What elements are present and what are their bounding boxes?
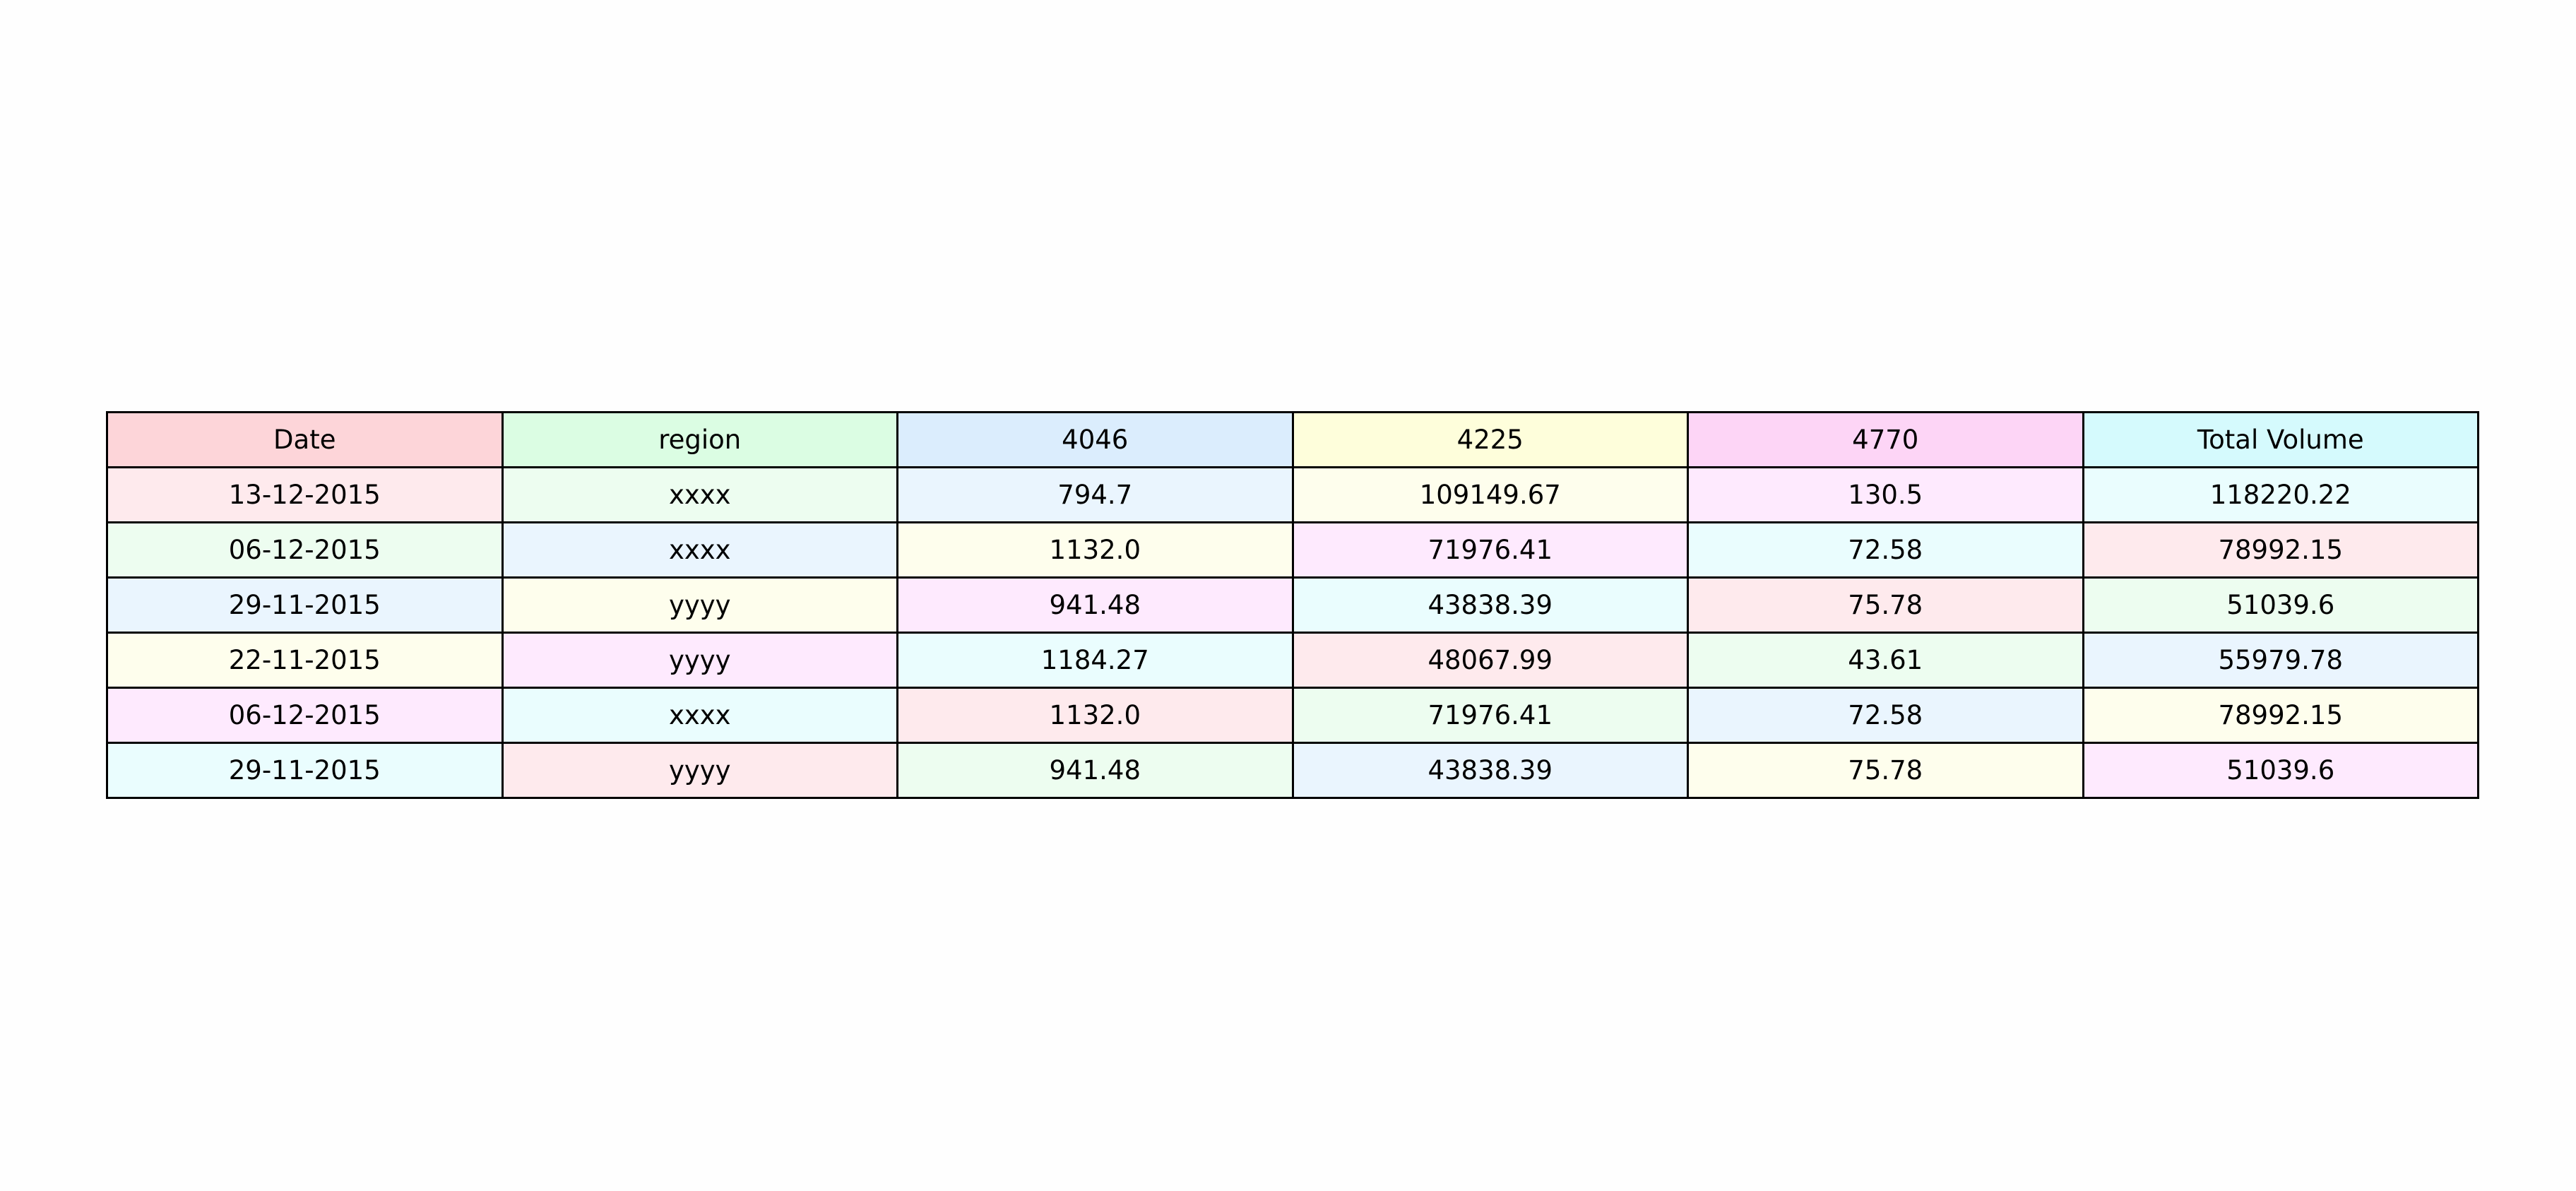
table-cell-total-volume: 51039.6 [2082,576,2479,634]
table-cell-4225: 48067.99 [1291,632,1689,689]
table-row: 29-11-2015 yyyy 941.48 43838.39 75.78 51039.6 [106,742,2479,799]
table-cell-region: yyyy [501,742,898,799]
table-cell-total-volume: 118220.22 [2082,466,2479,523]
table-cell-4225: 43838.39 [1291,576,1689,634]
table-cell-4046: 941.48 [896,576,1294,634]
table-cell-4770: 75.78 [1687,742,2084,799]
table-cell-date: 29-11-2015 [106,576,504,634]
table-cell-total-volume: 78992.15 [2082,521,2479,579]
table-body: 13-12-2015 xxxx 794.7 109149.67 130.5 118220.… [106,466,2479,799]
table-cell-4770: 43.61 [1687,632,2084,689]
table-cell-4225: 71976.41 [1291,521,1689,579]
table-row: 06-12-2015 xxxx 1132.0 71976.41 72.58 78992.1… [106,687,2479,744]
table-row: 29-11-2015 yyyy 941.48 43838.39 75.78 51039.6 [106,576,2479,634]
table-row: 13-12-2015 xxxx 794.7 109149.67 130.5 118220.… [106,466,2479,523]
table-cell-4225: 43838.39 [1291,742,1689,799]
table-cell-date: 29-11-2015 [106,742,504,799]
table-cell-4770: 72.58 [1687,687,2084,744]
table-cell-date: 13-12-2015 [106,466,504,523]
table-cell-total-volume: 78992.15 [2082,687,2479,744]
table-cell-4046: 794.7 [896,466,1294,523]
table-cell-4770: 130.5 [1687,466,2084,523]
table-cell-4770: 75.78 [1687,576,2084,634]
table-cell-region: xxxx [501,466,898,523]
table-cell-total-volume: 51039.6 [2082,742,2479,799]
table-row: 22-11-2015 yyyy 1184.27 48067.99 43.61 55979.… [106,632,2479,689]
table-cell-date: 06-12-2015 [106,687,504,744]
table-cell-region: xxxx [501,687,898,744]
table-cell-4046: 1184.27 [896,632,1294,689]
header-row: Date region 4046 4225 4770 Total Volume [106,411,2479,468]
table-cell-total-volume: 55979.78 [2082,632,2479,689]
table-cell-region: yyyy [501,632,898,689]
header-cell-4225: 4225 [1291,411,1689,468]
table-cell-4046: 1132.0 [896,687,1294,744]
data-table: Date region 4046 4225 4770 Total Volume … [106,411,2479,799]
header-cell-date: Date [106,411,504,468]
table-cell-4770: 72.58 [1687,521,2084,579]
table-cell-4225: 109149.67 [1291,466,1689,523]
header-cell-4770: 4770 [1687,411,2084,468]
table-cell-4046: 941.48 [896,742,1294,799]
header-cell-4046: 4046 [896,411,1294,468]
table-cell-region: xxxx [501,521,898,579]
table-row: 06-12-2015 xxxx 1132.0 71976.41 72.58 78992.1… [106,521,2479,579]
table-cell-date: 06-12-2015 [106,521,504,579]
header-cell-total-volume: Total Volume [2082,411,2479,468]
table-cell-4046: 1132.0 [896,521,1294,579]
table-cell-date: 22-11-2015 [106,632,504,689]
table-cell-4225: 71976.41 [1291,687,1689,744]
table-cell-region: yyyy [501,576,898,634]
header-cell-region: region [501,411,898,468]
